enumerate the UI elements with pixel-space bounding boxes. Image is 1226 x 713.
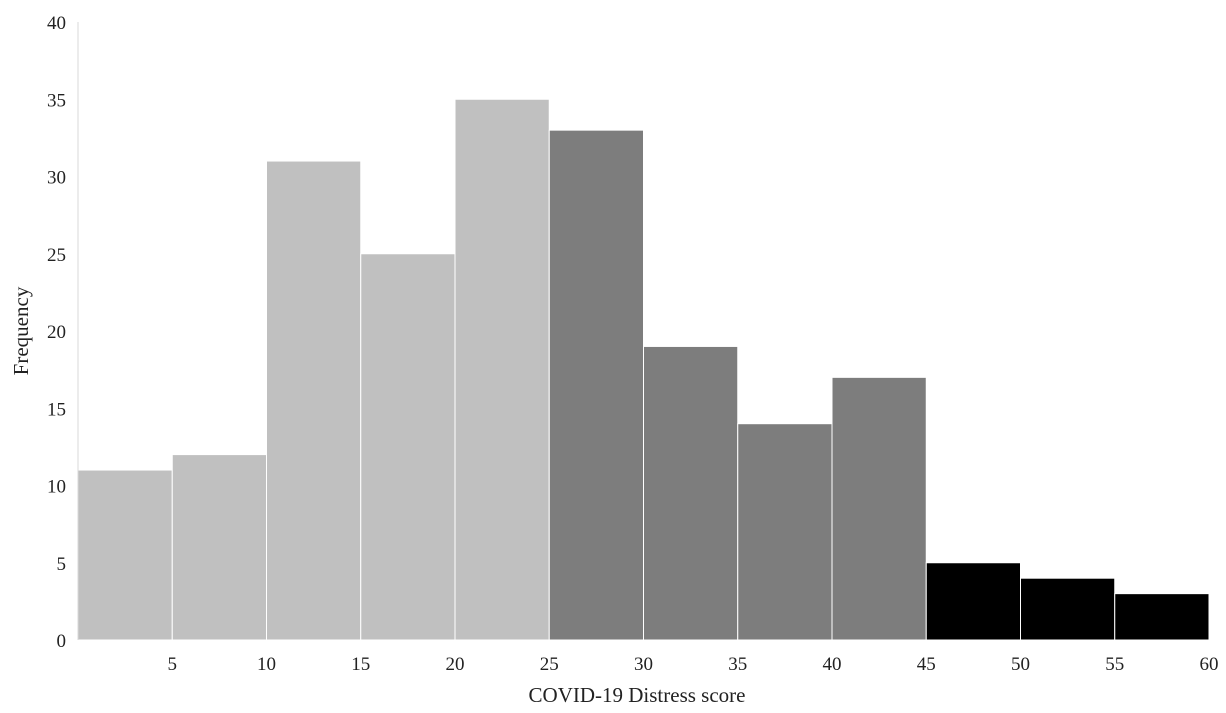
y-tick-label: 35: [47, 90, 66, 111]
x-tick-label: 10: [257, 654, 276, 675]
x-axis-ticks: 5 10 15 20 25 30 35 40 45 50 55 60: [168, 654, 1219, 675]
y-tick-label: 20: [47, 322, 66, 343]
y-axis-title: Frequency: [9, 286, 33, 375]
histogram-bar-11: [1020, 577, 1116, 641]
x-tick-label: 40: [823, 654, 842, 675]
y-tick-label: 30: [47, 168, 66, 189]
x-tick-label: 30: [634, 654, 653, 675]
y-tick-label: 40: [47, 13, 66, 34]
histogram-bar-3: [266, 160, 362, 641]
y-axis-ticks: 0 5 10 15 20 25 30 35 40: [47, 13, 66, 652]
y-tick-label: 15: [47, 399, 66, 420]
histogram-bar-9: [831, 376, 927, 641]
histogram-bar-2: [171, 454, 267, 641]
x-tick-label: 45: [917, 654, 936, 675]
y-tick-label: 0: [57, 631, 67, 652]
histogram-bar-5: [454, 98, 550, 641]
x-tick-label: 25: [540, 654, 559, 675]
x-tick-label: 60: [1200, 654, 1219, 675]
x-tick-label: 35: [728, 654, 747, 675]
x-axis-title: COVID-19 Distress score: [529, 683, 746, 707]
x-tick-label: 15: [351, 654, 370, 675]
y-tick-label: 5: [57, 554, 67, 575]
histogram-bar-12: [1114, 593, 1210, 641]
bars-group: [77, 98, 1210, 641]
x-tick-label: 50: [1011, 654, 1030, 675]
x-tick-label: 55: [1105, 654, 1124, 675]
histogram-bar-4: [360, 253, 456, 641]
histogram-bar-7: [643, 345, 739, 641]
histogram-bar-10: [925, 562, 1021, 641]
histogram-bar-1: [77, 469, 173, 641]
y-tick-label: 25: [47, 245, 66, 266]
x-tick-label: 5: [168, 654, 178, 675]
histogram-bar-8: [737, 423, 833, 641]
y-tick-label: 10: [47, 477, 66, 498]
histogram-bar-6: [548, 129, 644, 641]
x-tick-label: 20: [446, 654, 465, 675]
